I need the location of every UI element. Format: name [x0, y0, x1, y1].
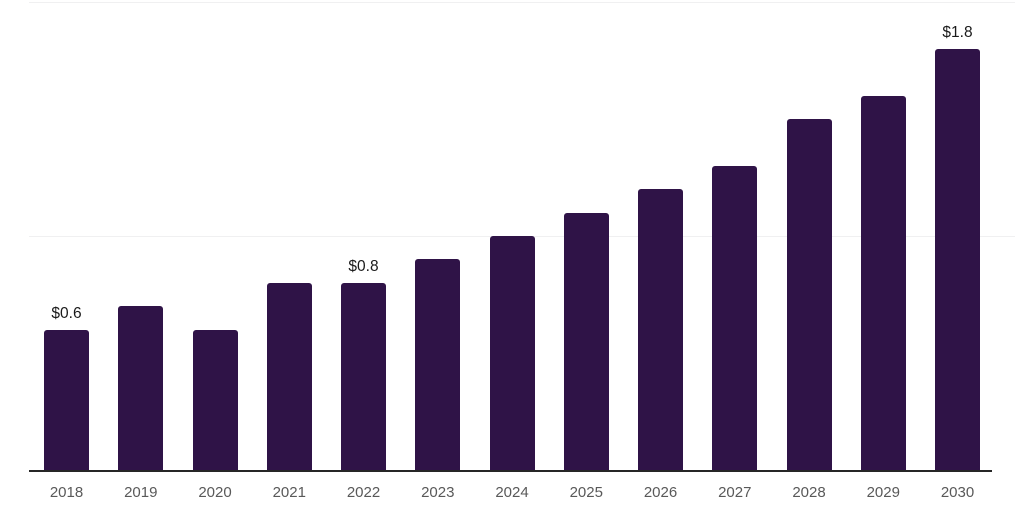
x-axis-label-2030: 2030	[940, 484, 975, 501]
x-axis-label-2021: 2021	[272, 484, 306, 501]
bar-2023	[415, 259, 461, 470]
bar-2021	[266, 282, 312, 470]
x-axis-label-2019: 2019	[124, 484, 158, 501]
bar-2027	[712, 165, 758, 470]
gridline	[29, 2, 1015, 3]
bar-2025	[563, 212, 609, 470]
bar-value-label-2018: $0.6	[51, 304, 82, 322]
bar-2024	[489, 236, 535, 470]
x-axis-label-2025: 2025	[569, 484, 603, 501]
x-axis-label-2024: 2024	[495, 484, 529, 501]
x-axis-label-2027: 2027	[718, 484, 752, 501]
bar-value-label-2022: $0.8	[348, 257, 379, 275]
x-axis-label-2018: 2018	[49, 484, 84, 501]
x-axis-label-2020: 2020	[198, 484, 232, 501]
bar-2026	[638, 189, 683, 470]
x-axis-label-2022: 2022	[346, 484, 381, 501]
bar-2029	[860, 95, 906, 470]
bar-2019	[118, 306, 164, 470]
bar-2020	[192, 329, 238, 470]
bar-2028	[786, 119, 832, 470]
bar-value-label-2030: $1.8	[942, 23, 973, 41]
x-axis-label-2026: 2026	[643, 484, 678, 501]
bar-2018	[44, 329, 89, 470]
bar-2030	[935, 48, 980, 470]
x-axis-label-2029: 2029	[866, 484, 900, 501]
x-axis-line	[29, 470, 992, 472]
x-axis-label-2023: 2023	[421, 484, 455, 501]
bar-2022	[341, 282, 386, 470]
x-axis-label-2028: 2028	[792, 484, 826, 501]
